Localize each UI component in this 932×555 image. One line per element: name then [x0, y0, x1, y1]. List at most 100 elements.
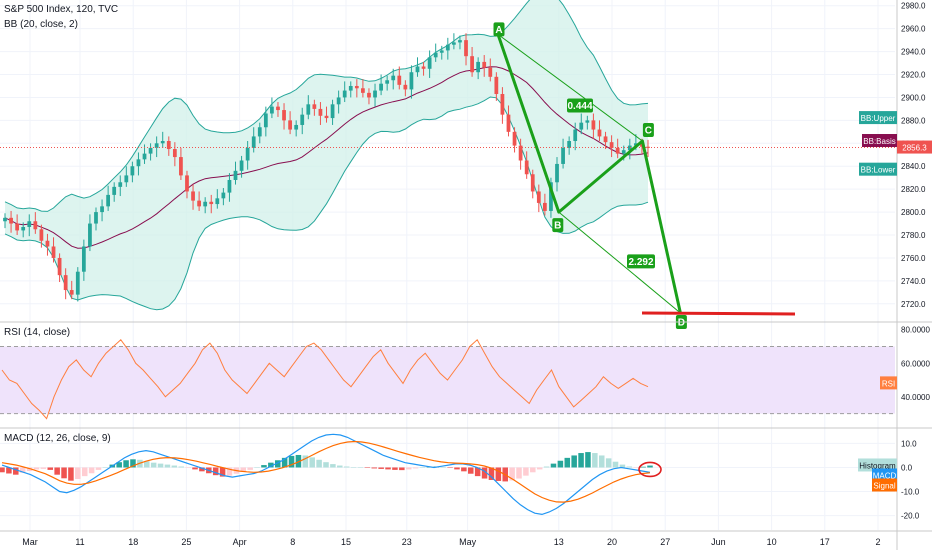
- candle-body: [100, 206, 104, 213]
- candle-body: [500, 94, 505, 115]
- candle-body: [585, 120, 590, 123]
- macd-histogram-bar: [626, 466, 633, 468]
- macd-histogram-bar: [605, 458, 612, 468]
- macd-histogram-bar: [171, 465, 178, 468]
- candle-body: [427, 57, 432, 69]
- macd-histogram-bar: [268, 462, 274, 468]
- candle-body: [609, 142, 614, 148]
- candle-body: [69, 290, 74, 295]
- signal-line: [1, 440, 651, 503]
- candle-body: [294, 124, 299, 130]
- rsi-line: [1, 339, 649, 420]
- price-tick-label: 2740.0: [901, 277, 926, 286]
- macd-histogram-bar: [219, 467, 226, 477]
- candle-body: [476, 61, 481, 73]
- macd-histogram-bar: [392, 467, 398, 470]
- candle-body: [154, 143, 159, 148]
- candle-body: [367, 92, 371, 98]
- candle-body: [227, 179, 232, 193]
- macd-histogram-bar: [330, 464, 336, 468]
- candle-body: [318, 108, 323, 116]
- candle-body: [342, 90, 347, 98]
- macd-histogram-bar: [240, 467, 247, 472]
- bb-lower-badge: BB:Lower: [861, 166, 896, 175]
- macd-histogram-bar: [323, 462, 329, 468]
- x-tick-label: Jun: [711, 537, 726, 547]
- price-tick-label: 2780.0: [901, 231, 926, 240]
- candle-body: [439, 50, 444, 53]
- macd-histogram-bar: [619, 464, 626, 468]
- candle-body: [282, 110, 286, 121]
- candle-body: [482, 61, 487, 68]
- candle-body: [373, 90, 377, 98]
- macd-histogram-bar: [178, 466, 184, 468]
- candle-body: [330, 104, 335, 119]
- candle-body: [348, 85, 353, 91]
- candle-body: [112, 186, 117, 195]
- macd-histogram-bar: [592, 453, 598, 468]
- pattern-legs: [496, 33, 682, 314]
- candle-body: [221, 192, 226, 199]
- candle-body: [3, 217, 7, 222]
- macd-histogram-bar: [543, 466, 550, 468]
- macd-histogram-bar: [419, 467, 426, 468]
- x-tick-label: 25: [181, 537, 191, 547]
- candle-body: [549, 182, 553, 211]
- macd-histogram-bar: [157, 463, 164, 468]
- candle-body: [160, 141, 165, 144]
- point-c-label-box: [642, 123, 654, 138]
- rsi-pane: [0, 339, 895, 420]
- rsi-badge-bg: [880, 376, 897, 390]
- macd-histogram-bar: [516, 467, 522, 479]
- macd-histogram-bar: [364, 467, 371, 468]
- candle-body: [300, 114, 305, 125]
- macd-histogram-bar: [481, 467, 488, 479]
- candle-body: [166, 141, 171, 150]
- badges: BB:Upper BB:Basis BB:Lower 2856.3 RSI Histogr…: [858, 111, 932, 492]
- macd-histogram-bar: [454, 467, 460, 470]
- macd-histogram-bar: [412, 467, 419, 469]
- macd-histogram-bar: [75, 467, 81, 480]
- macd-histogram-bar: [192, 467, 198, 470]
- macd-histogram-bar: [523, 467, 529, 476]
- candle-body: [530, 174, 535, 192]
- macd-histogram-bar: [440, 466, 446, 468]
- symbol-title[interactable]: S&P 500 Index, 120, TVC: [4, 4, 119, 15]
- grid-layer: [0, 0, 895, 530]
- macd-histogram-bar: [633, 467, 639, 468]
- macd-indicator-label[interactable]: MACD (12, 26, close, 9): [4, 433, 111, 444]
- macd-histogram-bar: [61, 467, 67, 479]
- pattern-ratio-line: [558, 211, 681, 314]
- price-tick-label: 2760.0: [901, 254, 926, 263]
- candle-body: [239, 160, 244, 171]
- candle-body: [354, 85, 359, 89]
- rsi-indicator-label[interactable]: RSI (14, close): [4, 327, 71, 338]
- candle-body: [203, 201, 208, 207]
- macd-histogram-bar: [261, 465, 267, 468]
- candle-body: [403, 84, 408, 90]
- candle-body: [81, 246, 86, 272]
- last-price-badge-bg: [897, 140, 932, 154]
- candle-body: [306, 104, 311, 115]
- macd-histogram-bar: [13, 467, 19, 475]
- candle-body: [88, 223, 92, 247]
- ratio-bd-label-box: [627, 254, 655, 269]
- x-tick-label: 20: [607, 537, 617, 547]
- candle-body: [452, 42, 456, 45]
- macd-pane: [0, 433, 662, 516]
- bb-indicator-label[interactable]: BB (20, close, 2): [4, 19, 78, 30]
- price-tick-label: 2940.0: [901, 48, 926, 57]
- macd-histogram-bar: [88, 467, 95, 474]
- macd-histogram-bar: [378, 467, 384, 469]
- price-tick-label: 2960.0: [901, 25, 926, 34]
- bb-lower-badge-bg: [859, 162, 897, 176]
- bb-basis-badge-bg: [862, 134, 897, 148]
- x-tick-label: Apr: [233, 537, 247, 547]
- macd-histogram-bar: [578, 453, 584, 468]
- macd-histogram-bar: [550, 463, 557, 468]
- price-pane: A B C D 0.444 2.292: [0, 0, 897, 329]
- macd-histogram-bar: [309, 457, 315, 468]
- macd-histogram-bar: [40, 467, 47, 469]
